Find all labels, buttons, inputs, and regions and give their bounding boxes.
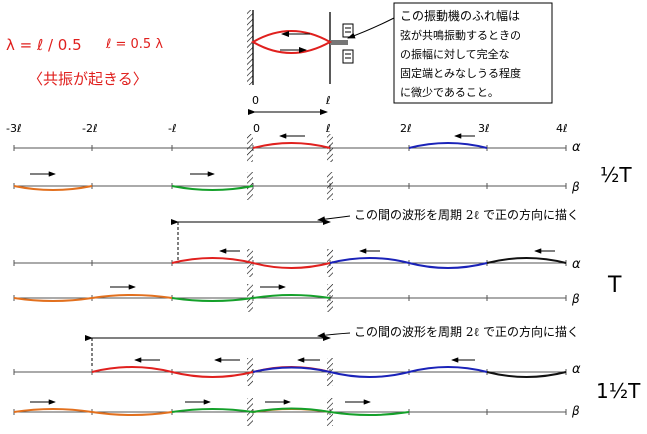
row5-blue-wave-c [408,366,488,373]
row6-green-wave-b [252,407,331,413]
callout-line-5: に微少であること。 [400,85,499,99]
row3-blue-wave-b [408,262,488,269]
tick-0: 0 [253,122,260,135]
span-note-2: この間の波形を周期 2ℓ で正の方向に描く [354,324,579,339]
row1-red-wave [252,142,331,149]
tick-3l: 3ℓ [478,122,490,135]
row4-orange-wave-a [13,297,93,302]
formula-lambda: λ = ℓ / 0.5 [6,36,82,54]
row6-orange-wave-a [13,408,93,413]
row3-blue-wave-a [329,257,410,264]
row6-green-wave-a [171,408,254,413]
row6-green-wave-c [329,411,410,416]
callout-line-2: 弦が共鳴振動するときの [400,28,521,42]
tick-l: ℓ [325,122,331,135]
callout-line-4: 固定端とみなしうる程度 [400,66,521,80]
row2-green-wave [171,185,254,191]
row-labels: α β α β α β [571,140,581,418]
row5-black-wave [486,371,567,378]
row5-red-wave-a [91,366,173,373]
oscillator-block-top [342,23,354,38]
row4-orange-wave-b [91,294,173,299]
row4-green-wave-b [252,294,331,299]
row4-green-wave-a [171,297,254,302]
row3-red-wave-b [252,262,331,269]
row5-blue-wave-a [252,366,331,373]
left-fixed-wall [247,10,253,85]
row1-blue-wave [408,142,488,149]
resonance-note: 〈共振が起きる〉 [28,70,148,88]
label-beta-2: β [571,292,580,306]
oscillator-rod [330,40,348,45]
label-alpha-2: α [572,257,581,272]
row3-red-wave-a [171,257,254,264]
tick-4l: 4ℓ [556,122,568,135]
label-beta-1: β [571,180,580,194]
wave-rows [13,133,567,426]
callout-line-3: の振幅に対して完全な [400,47,510,61]
row1-wall-left [247,134,253,162]
time-label-three-half: 1½T [596,379,641,403]
wall-label-l: ℓ [325,94,331,107]
tick-2l: 2ℓ [400,122,412,135]
formula-l: ℓ = 0.5 λ [105,37,163,52]
callout-line-1: この振動機のふれ幅は [400,8,520,23]
time-label-half: ½T [600,163,632,187]
label-alpha-1: α [572,140,581,155]
span-note-1: この間の波形を周期 2ℓ で正の方向に描く [354,207,579,222]
oscillator-block-bottom [342,49,354,64]
time-label-full: T [607,273,622,298]
row6-orange-wave-b [91,411,173,416]
tick-minus-2l: -2ℓ [82,122,98,135]
axis-tick-labels: -3ℓ -2ℓ -ℓ 0 ℓ 2ℓ 3ℓ 4ℓ [6,122,568,135]
callout-pointer [347,17,395,39]
tick-minus-3l: -3ℓ [6,122,22,135]
row3-black-wave [486,257,567,264]
callout-box [393,2,553,104]
row5-red-wave-b [171,371,254,378]
row2-wall-right [327,172,333,200]
string-oscillation [251,30,333,54]
wall-label-0: 0 [252,94,259,107]
row2-orange-wave [13,185,93,191]
label-beta-3: β [571,404,580,418]
row5-blue-wave-b [329,371,410,378]
tick-minus-l: -ℓ [168,122,177,135]
label-alpha-3: α [572,362,581,377]
